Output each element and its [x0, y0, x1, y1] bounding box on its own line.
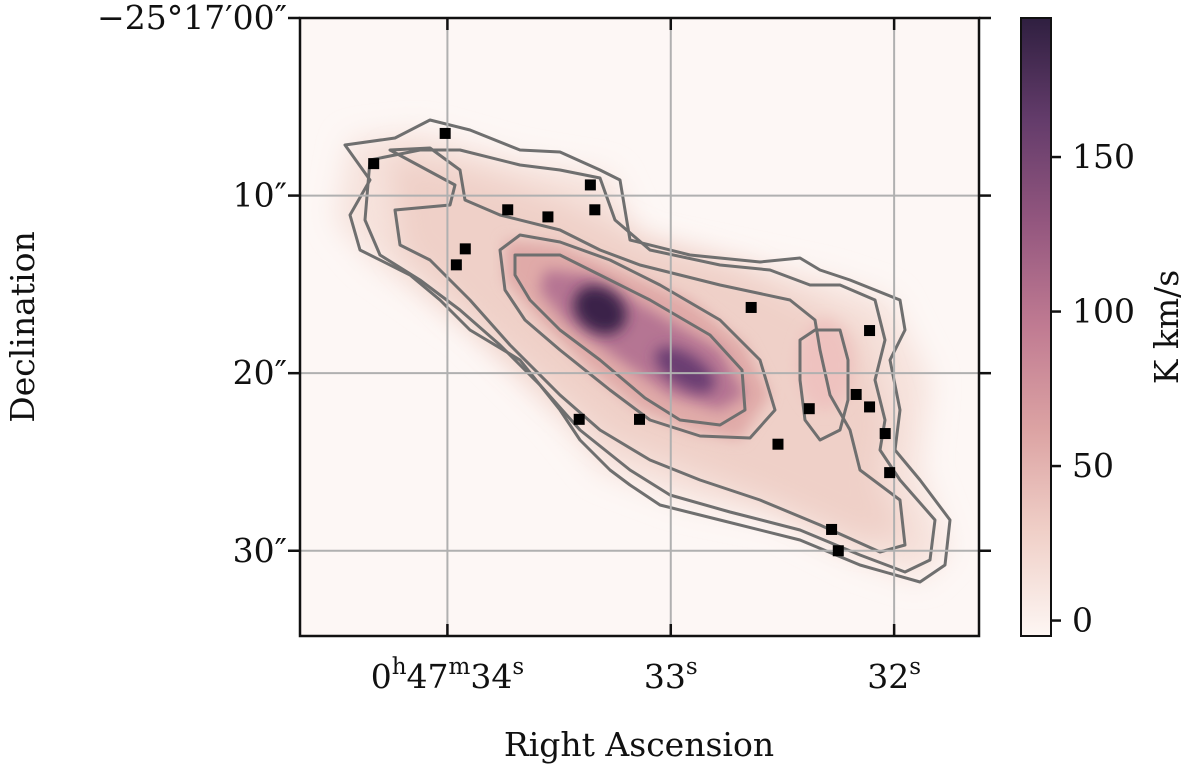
source-marker [634, 413, 645, 425]
source-marker [864, 325, 876, 337]
y-tick-label: 20″ [233, 353, 287, 392]
contour-level-4 [498, 233, 777, 440]
x-tick-label: 0h47m34s [371, 654, 524, 696]
source-marker [450, 259, 462, 271]
y-tick-label: 10″ [233, 176, 287, 215]
emission-east-blob [797, 320, 853, 410]
colorbar-tick-label: 50 [1072, 446, 1114, 485]
source-marker [745, 301, 757, 313]
contour-level-3 [388, 146, 907, 554]
x-tick-labels: 0h47m34s 33s 32s [371, 654, 921, 696]
source-marker [772, 438, 784, 450]
source-marker [573, 413, 585, 425]
y-axis-label: Declination [3, 231, 42, 422]
colorbar-tick-label: 150 [1072, 137, 1135, 176]
source-marker [502, 204, 514, 216]
source-marker [584, 179, 596, 191]
contour-level-2 [363, 148, 937, 574]
contour-level-1 [343, 118, 952, 584]
source-markers [368, 127, 896, 557]
plot-frame [298, 16, 981, 638]
source-marker [879, 428, 891, 440]
source-marker [459, 243, 471, 255]
emission-peak-north [573, 285, 627, 335]
colorbar-tick-label: 100 [1072, 292, 1135, 331]
x-axis-label: Right Ascension [504, 725, 774, 764]
x-tick-label: 33s [644, 654, 698, 696]
colorbar [1021, 18, 1051, 636]
contour-east-clump [798, 328, 850, 442]
source-marker [368, 158, 380, 170]
source-marker [542, 211, 554, 223]
y-tick-label: −25°17′00″ [97, 0, 287, 37]
axis-ticks [288, 16, 991, 636]
y-tick-label: 30″ [233, 531, 287, 570]
colorbar-label: K km/s [1147, 270, 1186, 385]
y-tick-labels: −25°17′00″ 10″ 20″ 30″ [97, 0, 287, 570]
source-marker [803, 403, 815, 415]
colorbar-ticks: 0 50 100 150 [1051, 137, 1135, 640]
source-marker [589, 204, 601, 216]
contour-level-5 [513, 253, 747, 427]
source-marker [826, 523, 838, 535]
source-marker [439, 127, 451, 139]
source-marker [884, 467, 896, 479]
colorbar-frame [1020, 17, 1052, 637]
x-tick-label: 32s [867, 654, 921, 696]
source-marker [850, 388, 862, 400]
source-marker [864, 401, 876, 413]
source-marker [832, 545, 844, 557]
contours [343, 118, 952, 584]
colorbar-tick-label: 0 [1072, 601, 1093, 640]
